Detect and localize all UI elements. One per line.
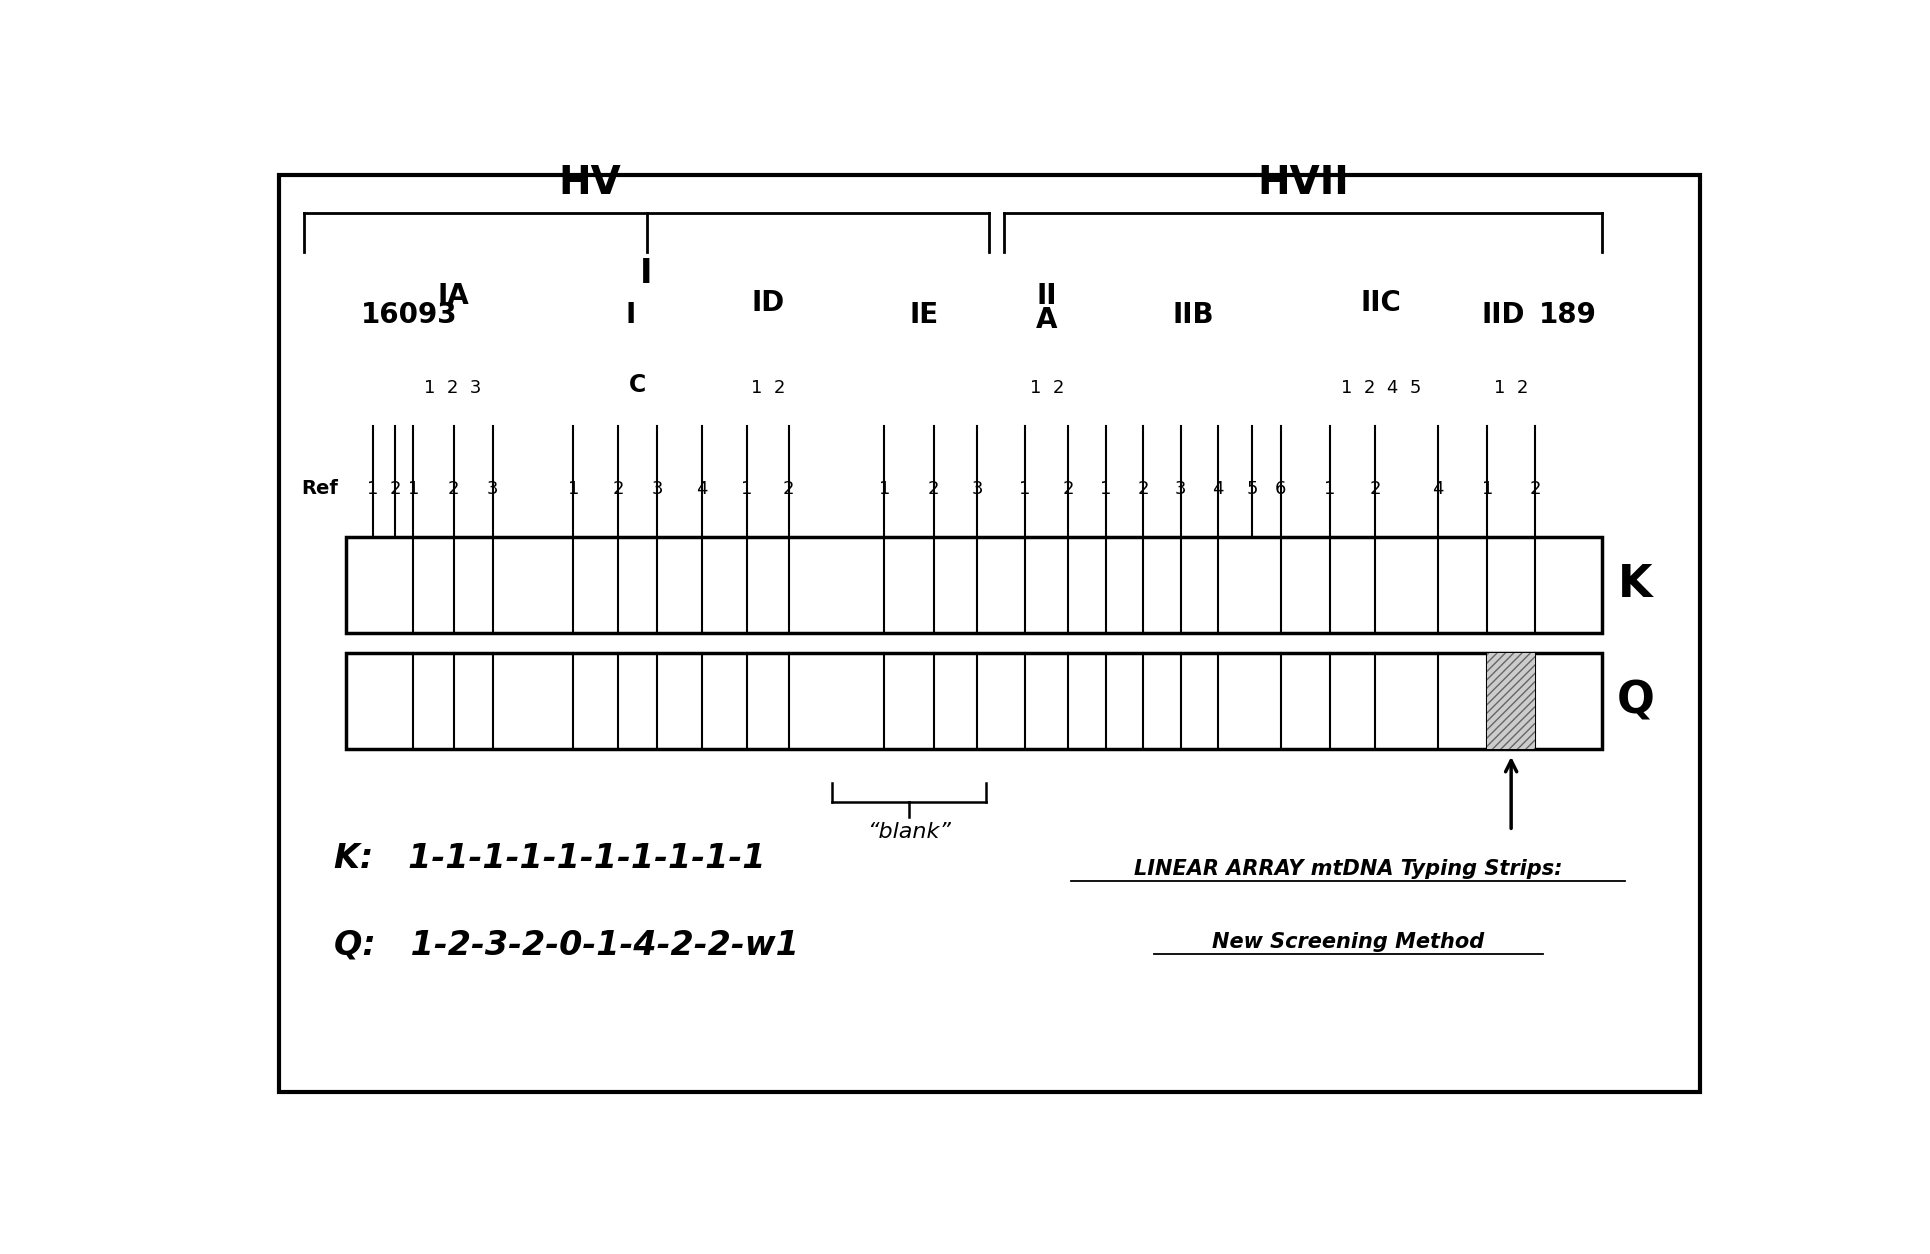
Text: IIC: IIC (1361, 288, 1401, 316)
Text: I: I (641, 257, 652, 290)
Text: 2: 2 (390, 480, 401, 498)
Text: 3: 3 (650, 480, 662, 498)
Text: 3: 3 (486, 480, 498, 498)
Text: IA: IA (438, 282, 469, 310)
Text: 2: 2 (784, 480, 795, 498)
Bar (345, 537, 1602, 633)
Text: II: II (1036, 282, 1058, 310)
Text: New Screening Method: New Screening Method (1212, 932, 1484, 952)
Text: 1: 1 (367, 480, 378, 498)
Text: IID: IID (1482, 301, 1525, 329)
Text: 1  2: 1 2 (751, 379, 786, 396)
Text: 2: 2 (448, 480, 459, 498)
Text: 1  2  3: 1 2 3 (425, 379, 482, 396)
Text: 3: 3 (971, 480, 982, 498)
Text: 1: 1 (1324, 480, 1336, 498)
Text: 1: 1 (407, 480, 419, 498)
Text: 1: 1 (741, 480, 753, 498)
Text: K:   1-1-1-1-1-1-1-1-1-1: K: 1-1-1-1-1-1-1-1-1-1 (334, 841, 766, 875)
Text: 2: 2 (1368, 480, 1380, 498)
Text: HV: HV (558, 164, 621, 202)
Text: 1  2: 1 2 (1494, 379, 1529, 396)
Text: ID: ID (751, 288, 784, 316)
Text: 4: 4 (697, 480, 708, 498)
Text: 16093: 16093 (361, 301, 457, 329)
Text: 1: 1 (567, 480, 579, 498)
Text: “blank”: “blank” (867, 821, 951, 841)
Text: HVII: HVII (1256, 164, 1349, 202)
Text: 1  2: 1 2 (1029, 379, 1063, 396)
Text: 3: 3 (1175, 480, 1187, 498)
Text: 6: 6 (1276, 480, 1287, 498)
Text: IIB: IIB (1173, 301, 1214, 329)
Text: Q:   1-2-3-2-0-1-4-2-2-w1: Q: 1-2-3-2-0-1-4-2-2-w1 (334, 928, 799, 962)
Text: 1: 1 (1019, 480, 1031, 498)
Text: A: A (1036, 306, 1058, 334)
Bar (1488, 652, 1534, 749)
Text: IE: IE (909, 301, 938, 329)
Text: K: K (1617, 563, 1652, 607)
Text: 2: 2 (928, 480, 940, 498)
Text: 1: 1 (878, 480, 890, 498)
Text: C: C (629, 372, 647, 396)
Text: LINEAR ARRAY mtDNA Typing Strips:: LINEAR ARRAY mtDNA Typing Strips: (1133, 859, 1563, 879)
Text: 4: 4 (1212, 480, 1224, 498)
Text: 2: 2 (612, 480, 623, 498)
Text: 2: 2 (1137, 480, 1148, 498)
Text: 5: 5 (1247, 480, 1258, 498)
Text: 2: 2 (1529, 480, 1540, 498)
Text: 1: 1 (1100, 480, 1112, 498)
Bar (345, 652, 1602, 749)
Text: 4: 4 (1432, 480, 1444, 498)
Text: 2: 2 (1063, 480, 1075, 498)
Text: 1  2  4  5: 1 2 4 5 (1341, 379, 1420, 396)
Text: 189: 189 (1538, 301, 1596, 329)
Text: Ref: Ref (301, 479, 338, 498)
Text: Q: Q (1615, 680, 1654, 722)
Text: 1: 1 (1482, 480, 1494, 498)
Text: I: I (625, 301, 635, 329)
